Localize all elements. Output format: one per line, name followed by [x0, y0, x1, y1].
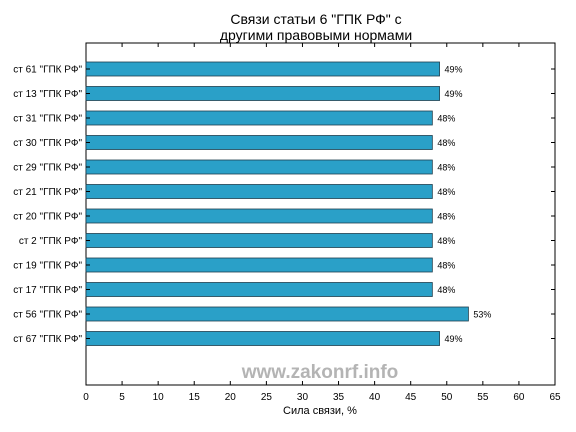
value-label: 48% — [437, 114, 455, 124]
x-tick-label: 25 — [261, 392, 273, 403]
value-label: 49% — [445, 334, 463, 344]
category-label: ст 21 "ГПК РФ" — [13, 187, 82, 198]
value-label: 48% — [437, 236, 455, 246]
bar — [85, 306, 469, 322]
x-tick-label: 20 — [225, 392, 237, 403]
category-label: ст 20 "ГПК РФ" — [13, 212, 82, 223]
x-tick-label: 40 — [369, 392, 381, 403]
bar — [85, 135, 433, 150]
bar — [85, 61, 440, 77]
value-label: 48% — [437, 212, 455, 222]
bars-group: ст 61 "ГПК РФ" 49% ст 13 "ГПК РФ" 49% ст 31 … — [13, 61, 555, 346]
x-tick-label: 30 — [297, 392, 309, 403]
chart-title-line-1: Связи статьи 6 "ГПК РФ" с — [230, 11, 401, 27]
bar — [85, 208, 433, 224]
x-tick-label: 45 — [405, 392, 417, 403]
watermark-text: www.zakonrf.info — [241, 362, 399, 383]
x-axis-ticks: 0 5 10 15 20 25 30 35 40 45 50 55 60 65 — [83, 43, 561, 403]
value-label: 48% — [437, 187, 455, 197]
bar — [85, 331, 440, 346]
bar — [85, 110, 433, 126]
x-tick-label: 60 — [513, 392, 525, 403]
bar — [85, 257, 433, 273]
x-tick-label: 35 — [333, 392, 345, 403]
category-label: ст 56 "ГПК РФ" — [13, 310, 82, 321]
x-tick-label: 10 — [153, 392, 165, 403]
bar — [85, 233, 433, 248]
x-tick-label: 0 — [83, 392, 89, 403]
value-label: 48% — [437, 163, 455, 173]
value-label: 48% — [437, 285, 455, 295]
value-label: 48% — [437, 261, 455, 271]
category-label: ст 17 "ГПК РФ" — [13, 285, 82, 296]
category-label: ст 67 "ГПК РФ" — [13, 334, 82, 345]
category-label: ст 19 "ГПК РФ" — [13, 261, 82, 272]
chart-title-line-2: другими правовыми нормами — [220, 27, 412, 43]
x-tick-label: 55 — [477, 392, 489, 403]
value-label: 48% — [437, 138, 455, 148]
category-label: ст 29 "ГПК РФ" — [13, 163, 82, 174]
x-tick-label: 65 — [549, 392, 561, 403]
category-label: ст 61 "ГПК РФ" — [13, 65, 82, 76]
x-tick-label: 50 — [441, 392, 453, 403]
value-label: 53% — [473, 310, 491, 320]
bar — [85, 184, 433, 199]
category-label: ст 2 "ГПК РФ" — [19, 236, 83, 247]
value-label: 49% — [445, 89, 463, 99]
x-tick-label: 15 — [189, 392, 201, 403]
x-tick-label: 5 — [119, 392, 125, 403]
bar — [85, 86, 440, 101]
category-label: ст 30 "ГПК РФ" — [13, 138, 82, 149]
bar — [85, 282, 433, 297]
x-axis-label: Сила связи, % — [283, 405, 357, 417]
value-label: 49% — [445, 65, 463, 75]
category-label: ст 31 "ГПК РФ" — [13, 114, 82, 125]
category-label: ст 13 "ГПК РФ" — [13, 89, 82, 100]
bar — [85, 159, 433, 175]
